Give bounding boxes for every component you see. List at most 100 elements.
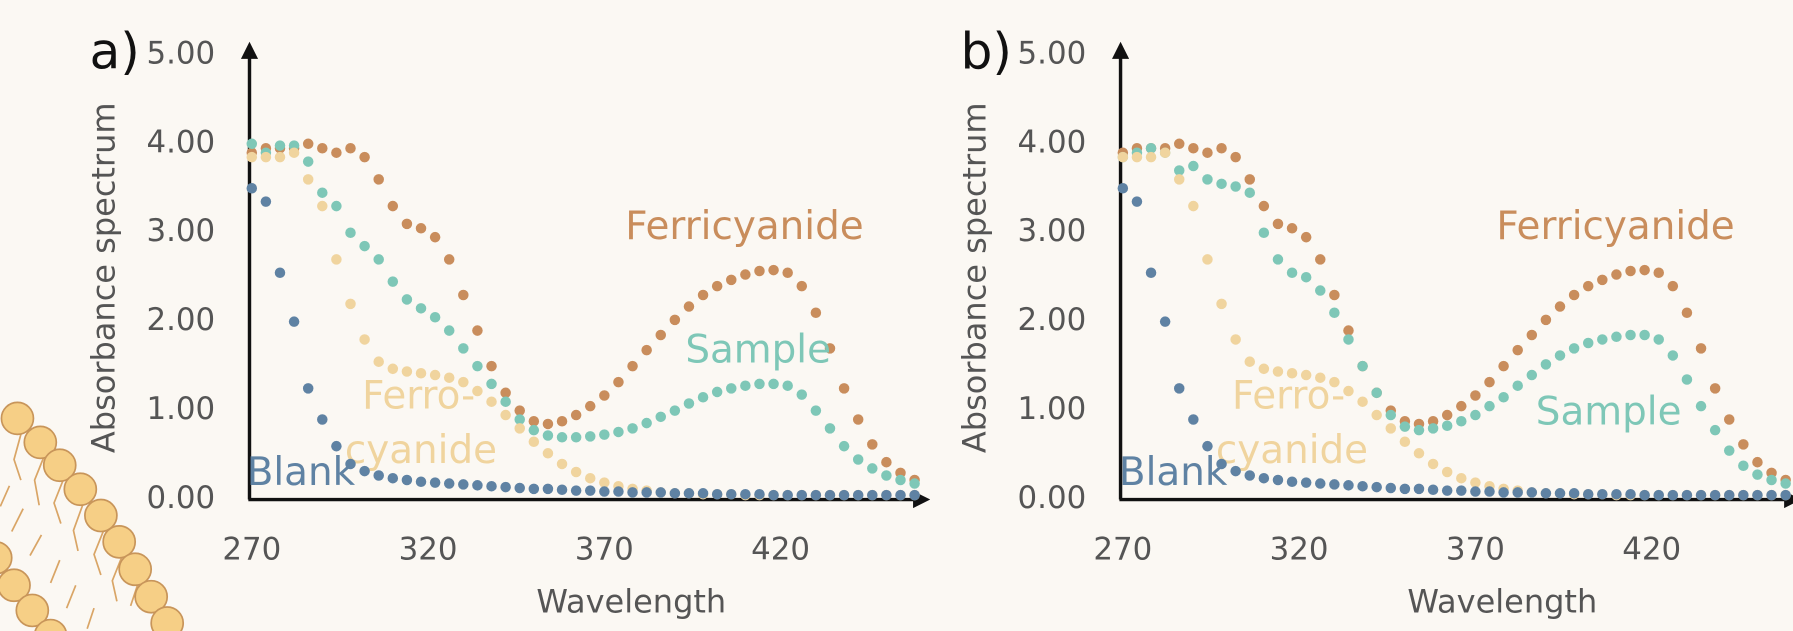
point bbox=[1272, 218, 1284, 230]
point bbox=[768, 489, 779, 501]
point bbox=[641, 487, 652, 498]
x-tick-label: 420 bbox=[1622, 531, 1681, 567]
point bbox=[613, 376, 624, 388]
point bbox=[373, 254, 384, 265]
y-tick-label: 5.00 bbox=[146, 35, 215, 71]
point bbox=[909, 478, 920, 489]
point bbox=[1766, 474, 1777, 486]
point bbox=[1357, 360, 1368, 372]
point bbox=[1258, 200, 1270, 212]
point bbox=[1315, 478, 1326, 489]
point bbox=[1639, 264, 1650, 276]
point bbox=[1441, 466, 1453, 478]
point bbox=[1554, 350, 1566, 361]
point bbox=[359, 334, 370, 345]
point bbox=[317, 142, 328, 154]
point bbox=[331, 254, 342, 265]
panel: b) Absorbance spectrum Wavelength 0.00 1.00 2… bbox=[956, 21, 1793, 621]
point bbox=[458, 343, 469, 354]
point bbox=[1611, 331, 1622, 343]
point bbox=[401, 218, 413, 230]
point bbox=[1286, 223, 1298, 234]
point bbox=[458, 479, 469, 490]
point bbox=[429, 477, 441, 488]
point bbox=[514, 405, 525, 416]
point bbox=[260, 151, 272, 163]
point bbox=[1173, 383, 1185, 394]
point bbox=[852, 454, 864, 465]
point bbox=[895, 489, 906, 501]
x-tick-label: 320 bbox=[399, 531, 458, 567]
point bbox=[1286, 267, 1298, 279]
point bbox=[909, 489, 920, 501]
point bbox=[867, 439, 878, 450]
point bbox=[1216, 458, 1227, 470]
point bbox=[1357, 396, 1368, 407]
x-tick-label: 370 bbox=[575, 531, 634, 567]
point bbox=[1526, 487, 1538, 498]
point bbox=[373, 470, 384, 481]
point bbox=[754, 378, 765, 390]
point bbox=[1540, 359, 1552, 370]
point bbox=[1357, 480, 1368, 492]
y-axis-title: Absorbance spectrum bbox=[84, 102, 122, 453]
point bbox=[1272, 366, 1284, 377]
point bbox=[1738, 489, 1749, 501]
point bbox=[1188, 142, 1199, 154]
point bbox=[260, 196, 272, 207]
point bbox=[359, 465, 370, 477]
series bbox=[1117, 183, 1791, 501]
point bbox=[401, 366, 413, 377]
point bbox=[331, 147, 342, 158]
point bbox=[740, 488, 751, 500]
point bbox=[838, 489, 850, 501]
series bbox=[246, 183, 920, 501]
point bbox=[486, 360, 497, 372]
point bbox=[486, 480, 497, 492]
point bbox=[1582, 280, 1594, 292]
point bbox=[1667, 350, 1679, 361]
point bbox=[1258, 227, 1270, 238]
point bbox=[1653, 489, 1664, 501]
point bbox=[401, 474, 413, 486]
point bbox=[1427, 458, 1439, 470]
point bbox=[1399, 483, 1411, 495]
point bbox=[852, 489, 864, 501]
point bbox=[1470, 409, 1481, 421]
point bbox=[824, 423, 836, 434]
series-label: Ferricyanide bbox=[625, 204, 863, 249]
y-tick-label: 1.00 bbox=[146, 391, 215, 427]
x-axis-title: Wavelength bbox=[1407, 583, 1597, 621]
point bbox=[1159, 147, 1171, 158]
point bbox=[1456, 400, 1467, 412]
point bbox=[387, 200, 399, 212]
point bbox=[655, 487, 667, 498]
point bbox=[1752, 489, 1763, 501]
point bbox=[683, 488, 695, 499]
point bbox=[1639, 489, 1650, 501]
point bbox=[1244, 174, 1256, 185]
point bbox=[359, 151, 370, 163]
point bbox=[570, 432, 582, 443]
point bbox=[627, 423, 638, 434]
point bbox=[1441, 409, 1453, 421]
point bbox=[1723, 489, 1735, 501]
y-tick-label: 4.00 bbox=[1018, 124, 1087, 160]
point bbox=[415, 223, 427, 234]
point bbox=[1117, 183, 1129, 194]
point bbox=[881, 489, 892, 501]
point bbox=[810, 489, 822, 501]
point bbox=[429, 231, 441, 243]
point bbox=[1159, 316, 1171, 327]
point bbox=[669, 488, 681, 499]
point bbox=[1385, 423, 1397, 434]
point bbox=[514, 482, 525, 494]
point bbox=[754, 265, 765, 277]
series-label: Sample bbox=[1536, 389, 1682, 434]
point bbox=[1300, 477, 1312, 488]
point bbox=[1723, 445, 1735, 456]
point bbox=[345, 142, 356, 154]
point bbox=[1597, 274, 1608, 286]
point bbox=[1681, 489, 1693, 501]
